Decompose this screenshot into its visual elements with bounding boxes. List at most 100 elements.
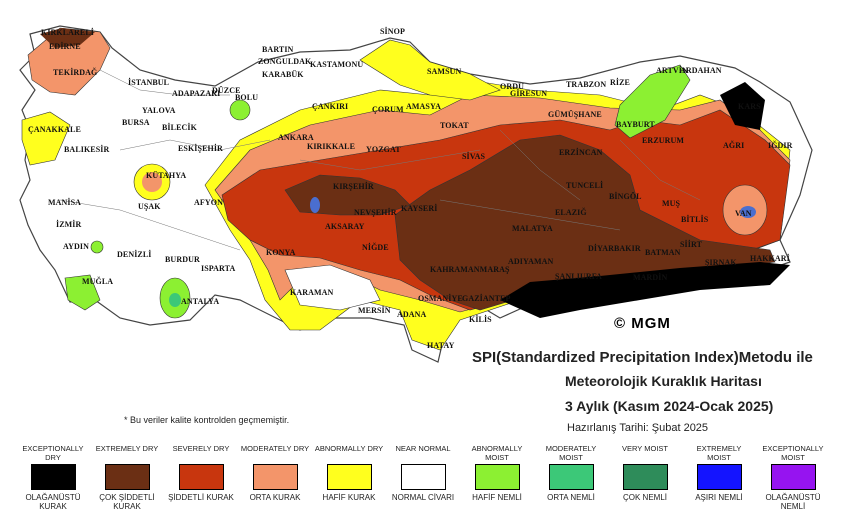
city-label: MERSİN	[358, 306, 391, 315]
city-label: DÜZCE	[212, 86, 241, 95]
city-label: BİLECİK	[162, 123, 197, 132]
city-label: AKSARAY	[325, 222, 365, 231]
city-label: DENİZLİ	[117, 250, 152, 259]
legend-swatch	[548, 464, 594, 490]
city-label: NEVŞEHİR	[354, 208, 397, 217]
city-label: BAYBURT	[616, 120, 655, 129]
city-label: YALOVA	[142, 106, 176, 115]
city-label: KIRŞEHİR	[333, 182, 374, 191]
city-label: KAHRAMANMARAŞ	[430, 265, 510, 274]
city-label: BARTIN	[262, 45, 294, 54]
city-label: SAMSUN	[427, 67, 462, 76]
legend-label-en: ABNORMALLY DRY	[314, 444, 384, 453]
legend-swatch	[622, 464, 668, 490]
city-label: DİYARBAKIR	[588, 244, 641, 253]
city-label: IĞDIR	[768, 141, 793, 150]
legend-label-tr: OLAĞANÜSTÜ KURAK	[25, 493, 81, 511]
city-label: KASTAMONU	[310, 60, 364, 69]
city-label: TEKİRDAĞ	[53, 68, 98, 77]
city-label: KÜTAHYA	[146, 171, 187, 180]
city-label: HATAY	[427, 341, 455, 350]
legend-label-en: MODERATELY MOIST	[545, 444, 597, 462]
legend-label-en: MODERATELY DRY	[240, 444, 310, 453]
legend-label-tr: AŞIRI NEMLİ	[695, 493, 743, 502]
prepared-date: Hazırlanış Tarihi: Şubat 2025	[567, 422, 709, 434]
legend-item: MODERATELY DRY ORTA KURAK	[240, 444, 310, 502]
city-label: HAKKARİ	[750, 254, 790, 263]
city-label: AYDIN	[63, 242, 89, 251]
city-label: KARABÜK	[262, 70, 304, 79]
legend-label-tr: ÇOK NEMLİ	[622, 493, 667, 502]
city-label: KARS	[738, 102, 761, 111]
city-label: OSMANİYE	[418, 294, 463, 303]
legend-label-en: EXCEPTIONALLY DRY	[22, 444, 84, 462]
legend-item: EXTREMELY MOIST AŞIRI NEMLİ	[684, 444, 754, 502]
city-label: ZONGULDAK	[258, 57, 312, 66]
city-label: ERZİNCAN	[559, 148, 603, 157]
city-label: ŞANLIURFA	[555, 272, 602, 281]
map-title-line2: Meteorolojik Kuraklık Haritası	[565, 373, 762, 389]
city-label: GÜMÜŞHANE	[548, 110, 602, 119]
city-label: ADANA	[397, 310, 427, 319]
legend-item: EXTREMELY DRY ÇOK ŞİDDETLİ KURAK	[92, 444, 162, 511]
legend-swatch	[400, 464, 446, 490]
city-label: GİRESUN	[510, 89, 548, 98]
city-label: İZMİR	[56, 220, 82, 229]
city-label: ÇORUM	[372, 105, 404, 114]
city-label: ELAZIĞ	[555, 208, 587, 217]
legend-swatch	[252, 464, 298, 490]
zone-exceptionally-dry-east	[720, 82, 765, 130]
city-label: ESKİŞEHİR	[178, 144, 223, 153]
city-label: ANKARA	[278, 133, 314, 142]
city-label: ÇANAKKALE	[28, 125, 81, 134]
copyright-label: © MGM	[614, 315, 671, 332]
map-title-line1: SPI(Standardized Precipitation Index)Met…	[472, 349, 813, 366]
city-label: ADAPAZARI	[172, 89, 221, 98]
legend-label-tr: ŞİDDETLİ KURAK	[168, 493, 234, 502]
city-label: KAYSERİ	[401, 204, 438, 213]
city-label: SİNOP	[380, 27, 405, 36]
city-label: ORDU	[500, 82, 524, 91]
legend-label-tr: OLAĞANÜSTÜ NEMLİ	[765, 493, 821, 511]
legend-swatch	[178, 464, 224, 490]
legend-label-en: VERY MOIST	[622, 444, 668, 453]
drought-map	[19, 25, 813, 363]
legend-item: VERY MOIST ÇOK NEMLİ	[610, 444, 680, 502]
lake-van	[740, 206, 756, 218]
legend-label-en: EXCEPTIONALLY MOIST	[762, 444, 824, 462]
legend-label-en: SEVERELY DRY	[172, 444, 230, 453]
city-label: YOZGAT	[366, 145, 401, 154]
legend-item: NEAR NORMAL NORMAL CİVARI	[388, 444, 458, 502]
city-label: ARDAHAN	[680, 66, 722, 75]
city-label: TOKAT	[440, 121, 469, 130]
city-label: NİĞDE	[362, 243, 389, 252]
city-label: KIRIKKALE	[307, 142, 356, 151]
city-label: BATMAN	[645, 248, 681, 257]
legend-item: ABNORMALLY DRY HAFİF KURAK	[314, 444, 384, 502]
city-label: EDİRNE	[49, 42, 81, 51]
legend-label-tr: ÇOK ŞİDDETLİ KURAK	[99, 493, 155, 511]
legend-swatch	[770, 464, 816, 490]
legend-item: SEVERELY DRY ŞİDDETLİ KURAK	[166, 444, 236, 502]
city-label: BİTLİS	[681, 215, 709, 224]
city-label: VAN	[735, 209, 752, 218]
city-label: MUŞ	[662, 199, 681, 208]
zone-dry-kutahya-core	[142, 172, 162, 192]
city-label: RİZE	[610, 78, 630, 87]
quality-note: * Bu veriler kalite kontrolden geçmemişt…	[124, 415, 290, 425]
legend-item: EXCEPTIONALLY DRY OLAĞANÜSTÜ KURAK	[18, 444, 88, 511]
legend-label-tr: NORMAL CİVARI	[391, 493, 455, 502]
city-label: ŞIRNAK	[705, 258, 737, 267]
zone-abnormally-dry-north	[359, 39, 501, 101]
legend-label-tr: HAFİF NEMLİ	[472, 493, 522, 502]
legend-label-tr: ORTA KURAK	[249, 493, 301, 502]
legend-label-en: NEAR NORMAL	[395, 444, 451, 453]
city-label: KARAMAN	[290, 288, 334, 297]
city-label: BURSA	[122, 118, 150, 127]
legend-swatch	[104, 464, 150, 490]
city-label: ÇANKIRI	[312, 102, 349, 111]
legend-item: MODERATELY MOIST ORTA NEMLİ	[536, 444, 606, 502]
legend-label-en: ABNORMALLY MOIST	[471, 444, 523, 462]
zone-exceptionally-dry-south	[500, 262, 790, 318]
legend-swatch	[326, 464, 372, 490]
